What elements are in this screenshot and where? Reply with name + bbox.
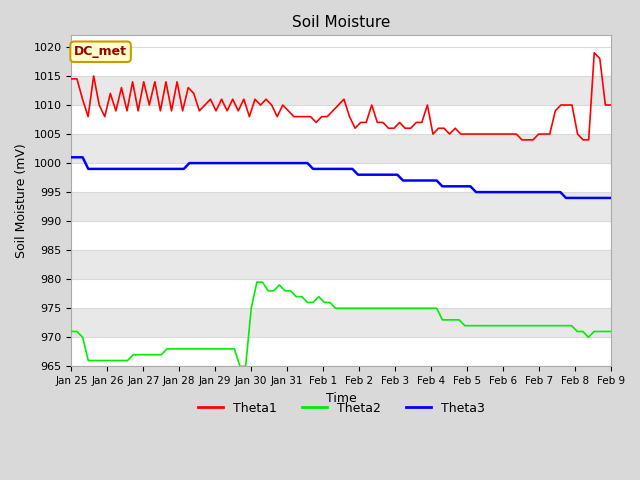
Bar bbox=[72, 76, 611, 105]
Bar bbox=[72, 192, 611, 221]
X-axis label: Time: Time bbox=[326, 392, 356, 405]
Title: Soil Moisture: Soil Moisture bbox=[292, 15, 390, 30]
Bar bbox=[72, 337, 611, 366]
Bar bbox=[72, 163, 611, 192]
Bar bbox=[72, 308, 611, 337]
Bar bbox=[72, 47, 611, 76]
Bar bbox=[72, 105, 611, 134]
Legend: Theta1, Theta2, Theta3: Theta1, Theta2, Theta3 bbox=[193, 396, 490, 420]
Bar bbox=[72, 221, 611, 250]
Bar bbox=[72, 250, 611, 279]
Bar bbox=[72, 279, 611, 308]
Bar bbox=[72, 134, 611, 163]
Text: DC_met: DC_met bbox=[74, 45, 127, 58]
Y-axis label: Soil Moisture (mV): Soil Moisture (mV) bbox=[15, 144, 28, 258]
